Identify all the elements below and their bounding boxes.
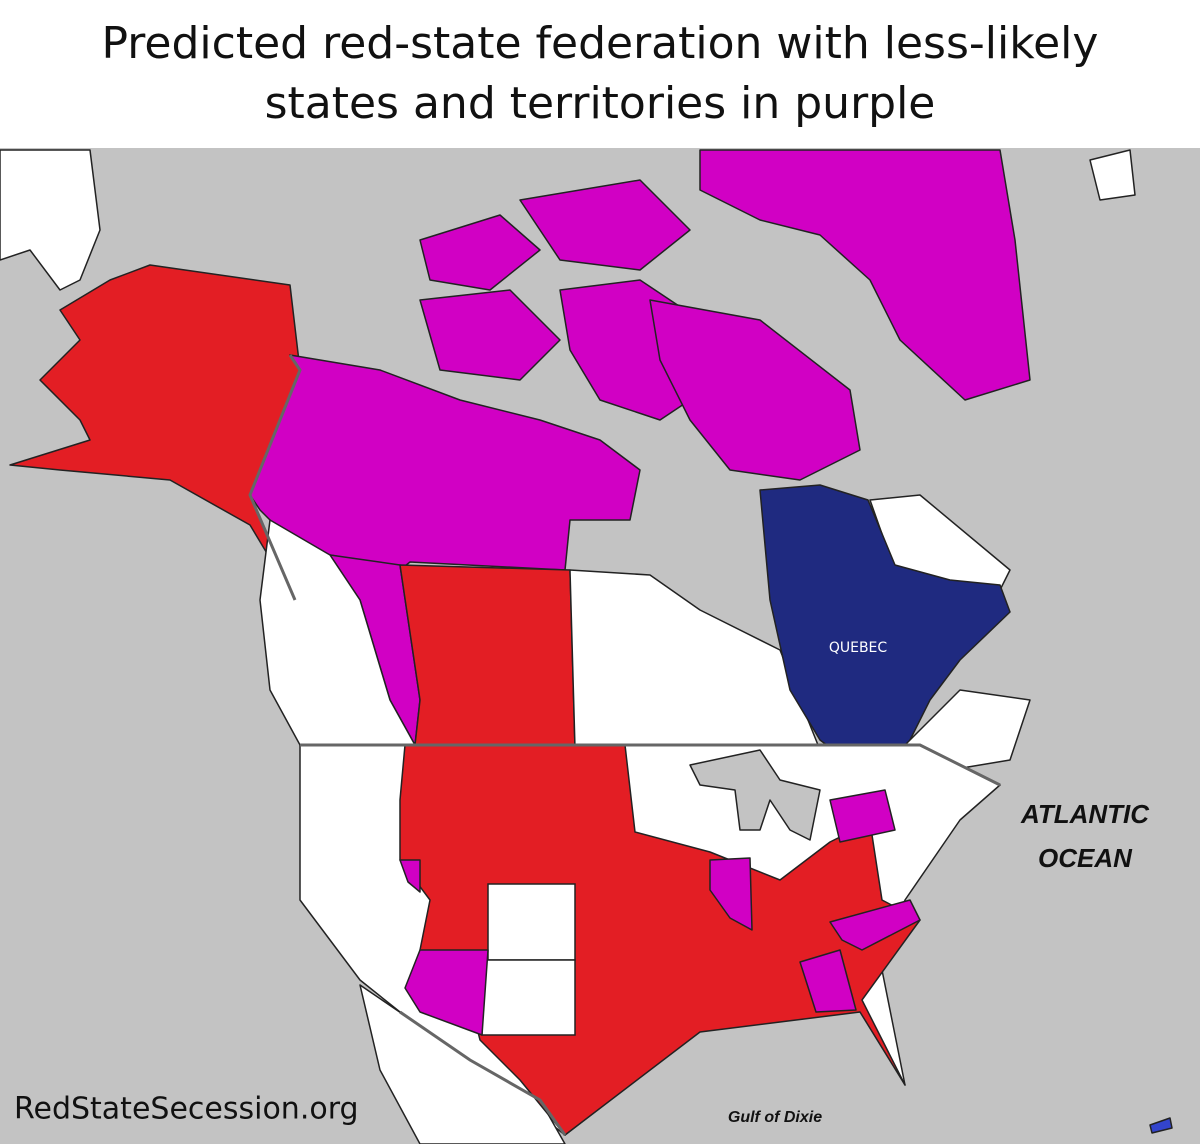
ocean-label: ATLANTIC [1020, 799, 1150, 829]
colorado [487, 883, 576, 961]
ocean-label: OCEAN [1038, 843, 1133, 873]
greenland [699, 149, 1031, 401]
map: QUEBEC ATLANTIC OCEAN Gulf of Dixie RedS… [0, 148, 1200, 1144]
georgia [799, 949, 857, 1013]
border [300, 743, 1001, 787]
puerto-rico [1149, 1117, 1173, 1134]
alaska [9, 264, 301, 601]
iceland [1089, 149, 1136, 201]
nevada-edge [399, 859, 421, 893]
illinois [709, 857, 753, 931]
border [248, 354, 302, 601]
prairie-provinces [399, 564, 576, 749]
arizona [404, 949, 489, 1036]
pennsylvania [829, 789, 896, 843]
great-lakes [689, 749, 821, 841]
siberia [0, 149, 101, 291]
quebec [759, 484, 1011, 771]
arctic-island [419, 289, 561, 381]
title-line: Predicted red-state federation with less… [101, 18, 1099, 69]
arctic-island [419, 214, 541, 291]
title: Predicted red-state federation with less… [0, 0, 1200, 148]
watermark: RedStateSecession.org [14, 1092, 359, 1127]
new-mexico [481, 959, 576, 1036]
quebec-label: QUEBEC [829, 640, 888, 656]
baffin-island [649, 299, 861, 481]
border [399, 1010, 567, 1136]
gulf-label: Gulf of Dixie [728, 1109, 822, 1126]
northern-canada [249, 354, 641, 571]
arctic-island [519, 179, 691, 271]
north-carolina [829, 899, 921, 951]
red-states [399, 744, 921, 1136]
title-line: states and territories in purple [264, 78, 936, 129]
